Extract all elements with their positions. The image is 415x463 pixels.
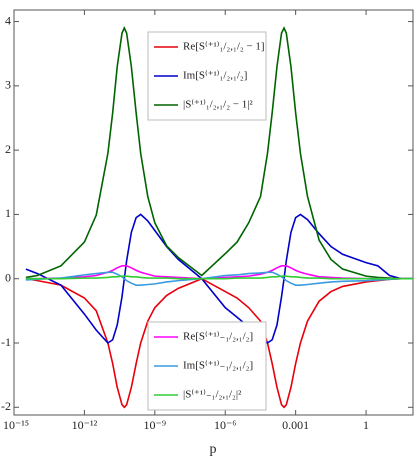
- y-tick-label: 4: [5, 13, 11, 27]
- y-tick-label: -1: [1, 335, 11, 349]
- x-tick-label: 10⁻⁶: [214, 418, 237, 432]
- data-line: [25, 26, 413, 280]
- data-line: [25, 213, 413, 345]
- legend-label: Re[S⁽⁺¹⁾₋₁/₂,₁/₂]: [183, 331, 253, 343]
- x-tick-label: 1: [363, 418, 369, 432]
- plot-frame: [13, 9, 414, 416]
- y-tick-label: 0: [5, 270, 11, 284]
- x-axis-label: p: [210, 442, 217, 457]
- legend-label: |S⁽⁺¹⁾₁/₂,₁/₂ − 1|²: [183, 99, 253, 111]
- data-line: [25, 275, 413, 280]
- legend-label: Re[S⁽⁺¹⁾₁/₂,₁/₂ − 1]: [183, 41, 265, 53]
- x-tick-label: 10⁻¹²: [72, 418, 98, 432]
- x-tick-label: 0.001: [282, 418, 309, 432]
- y-tick-label: 2: [5, 142, 11, 156]
- x-tick-label: 10⁻⁹: [144, 418, 167, 432]
- x-tick-label: 10⁻¹⁵: [3, 418, 29, 432]
- y-tick-label: -2: [1, 399, 11, 413]
- legend-label: Im[S⁽⁺¹⁾₁/₂,₁/₂]: [183, 70, 247, 82]
- data-line: [25, 271, 413, 286]
- y-tick-label: 1: [5, 206, 11, 220]
- legend-label: |S⁽⁺¹⁾₋₁/₂,₁/₂|²: [183, 389, 242, 401]
- data-line: [25, 265, 413, 280]
- y-tick-label: 3: [5, 78, 11, 92]
- data-line: [25, 277, 413, 409]
- legend-label: Im[S⁽⁺¹⁾₋₁/₂,₁/₂]: [183, 360, 253, 372]
